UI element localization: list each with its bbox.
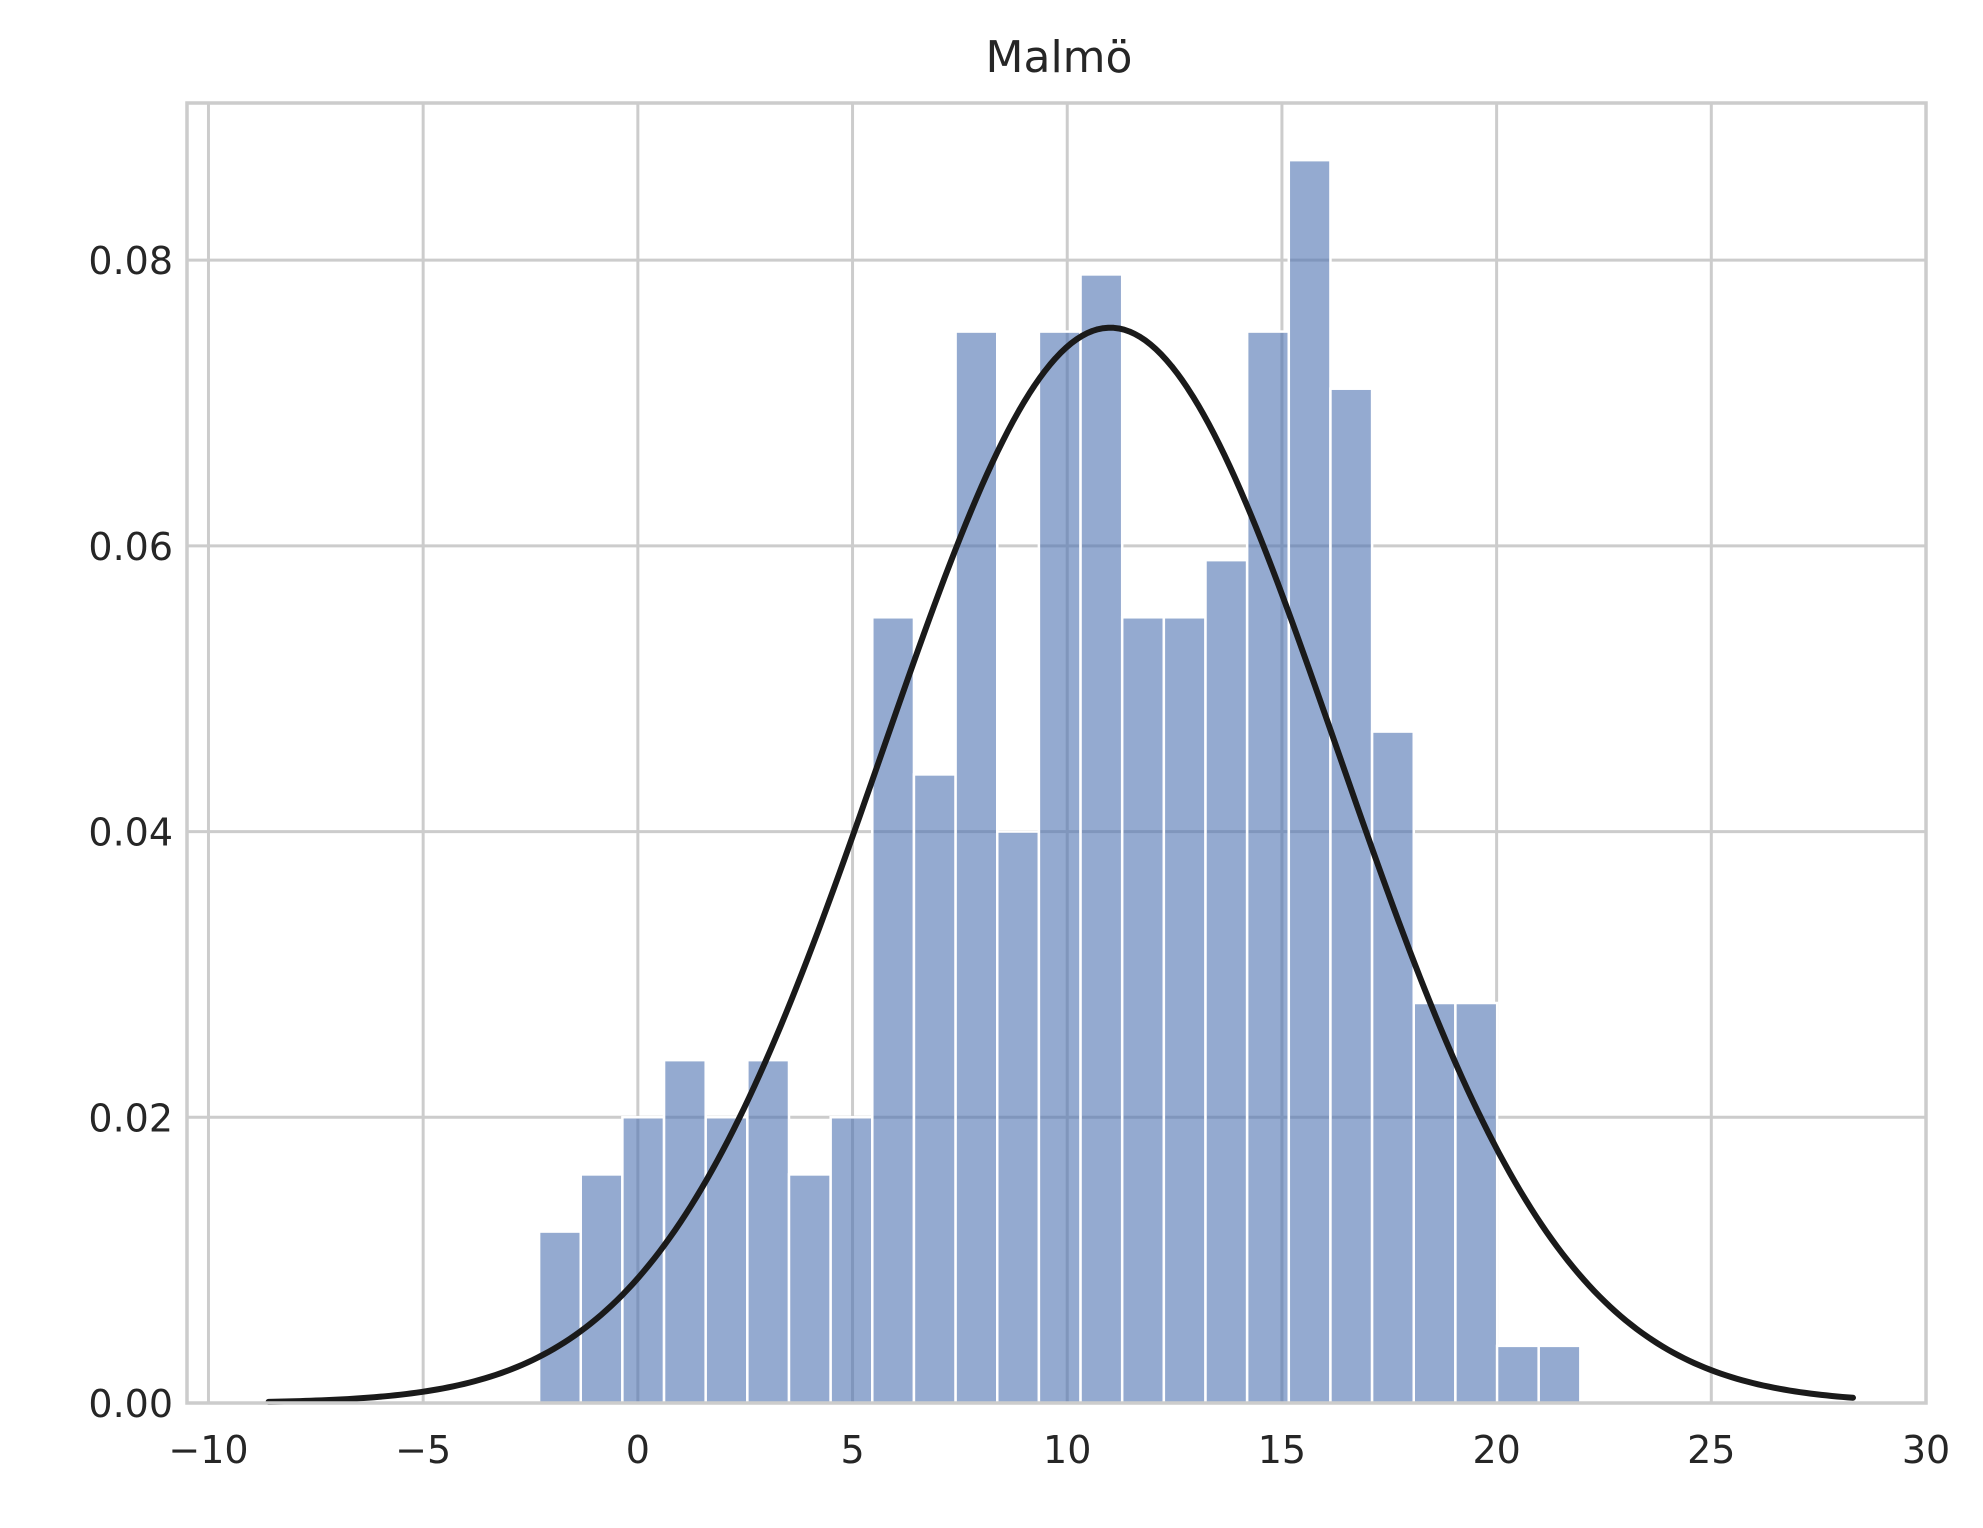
histogram-bar [1120, 616, 1166, 1405]
x-tick-label: 25 [1687, 1428, 1735, 1472]
x-axis-tick-labels: −10 −5 0 5 10 15 20 25 30 [168, 1428, 1950, 1472]
histogram-bar [1495, 1344, 1540, 1405]
histogram-bar [912, 773, 957, 1405]
histogram-bar [1329, 387, 1374, 1405]
x-tick-label: 5 [840, 1428, 864, 1472]
x-tick-label: 0 [626, 1428, 650, 1472]
histogram-bar [787, 1173, 832, 1405]
histogram-bar [1079, 273, 1124, 1405]
histogram-bar [1412, 1001, 1457, 1405]
x-tick-label: −5 [395, 1428, 451, 1472]
histogram-bar [579, 1173, 624, 1405]
histogram-bar [704, 1116, 749, 1405]
y-axis-tick-labels: 0.00 0.02 0.04 0.06 0.08 [88, 239, 173, 1426]
chart-title: Malmö [986, 32, 1133, 83]
histogram-bar [871, 616, 916, 1405]
histogram-bar [1204, 558, 1249, 1405]
plot-frame [185, 101, 1928, 1405]
histogram-bar [829, 1116, 874, 1405]
x-tick-label: 15 [1258, 1428, 1306, 1472]
histogram-bar [537, 1230, 582, 1405]
histogram-bar [1037, 330, 1082, 1405]
y-tick-label: 0.02 [88, 1096, 173, 1140]
y-tick-label: 0.08 [88, 239, 173, 283]
histogram-bar [621, 1116, 666, 1405]
histogram-bar [1454, 1001, 1499, 1405]
x-tick-label: 30 [1902, 1428, 1950, 1472]
histogram-bar [662, 1058, 707, 1405]
histogram-bar [954, 330, 999, 1405]
x-tick-label: 20 [1472, 1428, 1520, 1472]
histogram-bar [1370, 730, 1415, 1405]
normal-fit-curve [265, 324, 1856, 1405]
histogram-bar [746, 1058, 791, 1405]
histogram-bar [1162, 616, 1207, 1405]
histogram-bar [995, 830, 1041, 1405]
histogram-bars [537, 158, 1582, 1405]
histogram-bar [1287, 158, 1332, 1405]
histogram-bar [1245, 330, 1291, 1405]
y-tick-label: 0.04 [88, 811, 173, 855]
plot-area [185, 101, 1928, 1405]
x-tick-label: 10 [1043, 1428, 1091, 1472]
x-tick-label: −10 [168, 1428, 248, 1472]
histogram-bar [1537, 1344, 1582, 1405]
y-tick-label: 0.06 [88, 525, 173, 569]
y-tick-label: 0.00 [88, 1382, 173, 1426]
